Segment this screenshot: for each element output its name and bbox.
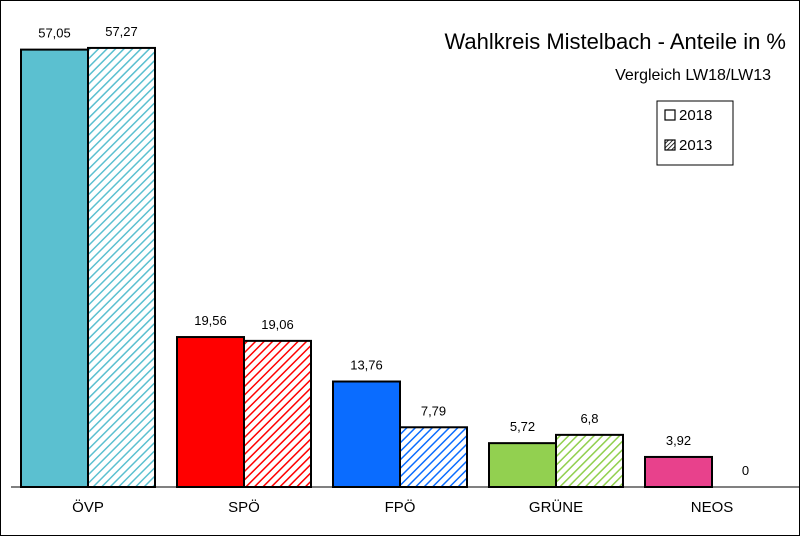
bar-övp-2018 (20, 48, 89, 488)
value-label-övp-2013: 57,27 (105, 24, 138, 39)
category-label-1: SPÖ (228, 498, 260, 516)
value-label-grüne-2013: 6,8 (580, 411, 598, 426)
value-label-neos-2018: 3,92 (666, 433, 691, 448)
bar-spö-2018 (176, 336, 245, 489)
value-label-neos-2013: 0 (742, 463, 749, 478)
value-label-spö-2013: 19,06 (261, 317, 294, 332)
category-label-3: GRÜNE (529, 498, 583, 516)
value-labels-group: 57,05 57,27 19,56 19,06 13,76 7,79 5,72 6,8 3,92… (38, 24, 749, 478)
category-label-0: ÖVP (72, 498, 104, 516)
value-label-övp-2018: 57,05 (38, 26, 71, 41)
value-label-grüne-2018: 5,72 (510, 419, 535, 434)
chart-subtitle: Vergleich LW18/LW13 (615, 67, 771, 84)
bar-spö-2013 (243, 339, 312, 488)
bar-övp-2013 (87, 46, 156, 489)
legend-swatch-2013 (664, 139, 676, 151)
legend-swatch-2018 (664, 109, 676, 121)
value-label-spö-2018: 19,56 (194, 313, 227, 328)
legend-label-2018: 2018 (679, 107, 712, 124)
bar-grüne-2013 (555, 433, 624, 489)
value-label-fpö-2013: 7,79 (421, 403, 446, 418)
bar-grüne-2018 (488, 442, 557, 488)
bar-fpö-2018 (332, 380, 401, 488)
bar-fpö-2013 (399, 426, 468, 489)
value-label-fpö-2018: 13,76 (350, 358, 383, 373)
chart-title: Wahlkreis Mistelbach - Anteile in % (444, 29, 786, 54)
legend-label-2013: 2013 (679, 137, 712, 154)
bars-group (20, 46, 713, 489)
bar-neos-2018 (644, 455, 713, 488)
category-labels-group: ÖVP SPÖ FPÖ GRÜNE NEOS (72, 498, 733, 516)
category-label-2: FPÖ (385, 498, 416, 516)
legend: 2018 2013 (656, 100, 734, 166)
category-label-4: NEOS (691, 499, 734, 516)
